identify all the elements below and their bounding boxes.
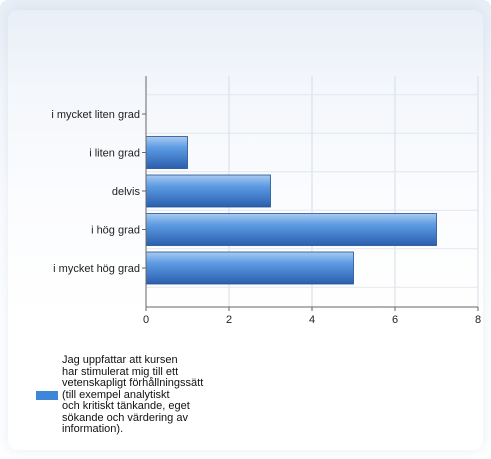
bars xyxy=(145,136,437,285)
category-label: delvis xyxy=(112,186,141,198)
bar xyxy=(145,213,437,246)
bar xyxy=(145,174,271,208)
x-tick-label: 6 xyxy=(392,314,398,326)
bar xyxy=(145,136,188,169)
bar xyxy=(145,251,354,285)
grid-lines xyxy=(146,76,479,307)
category-label: i hög grad xyxy=(91,225,140,237)
legend-swatch xyxy=(36,390,58,400)
tick-labels: 0 2 4 6 8 i mycket liten grad i liten grad delv… xyxy=(51,109,481,326)
legend-label: Jag uppfattar att kursen har stimulerat … xyxy=(62,354,204,435)
legend: Jag uppfattar att kursen har stimulerat … xyxy=(36,354,236,436)
x-tick-label: 8 xyxy=(475,314,481,326)
x-tick-label: 0 xyxy=(143,314,149,326)
category-label: i mycket liten grad xyxy=(51,109,140,121)
category-label: i liten grad xyxy=(89,148,140,160)
x-tick-label: 4 xyxy=(309,314,315,326)
category-label: i mycket hög grad xyxy=(53,263,140,275)
x-tick-label: 2 xyxy=(226,314,232,326)
axes xyxy=(142,76,479,311)
